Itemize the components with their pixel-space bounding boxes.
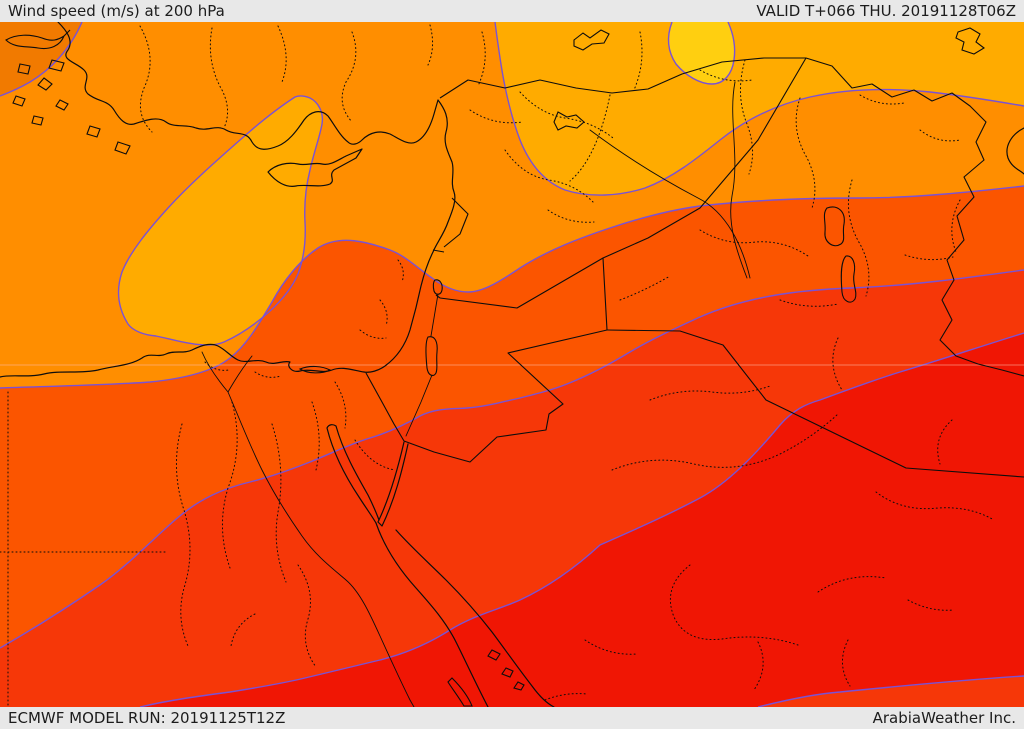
- wind-band-region-6: [140, 333, 1024, 707]
- map-title: Wind speed (m/s) at 200 hPa: [8, 2, 225, 20]
- lake-urmia: [823, 206, 845, 247]
- red-sea-west-coastline: [375, 522, 489, 708]
- saudi-iraq-border: [606, 329, 1024, 478]
- northeast-lake-shape: [955, 27, 985, 55]
- admin-boundaries: [0, 24, 995, 707]
- lake-south-of-urmia: [840, 255, 857, 303]
- contour-band5-south-edge: [757, 675, 1024, 708]
- footer-bar: ECMWF MODEL RUN: 20191125T12Z ArabiaWeat…: [0, 707, 1024, 729]
- marmara-coastline: [5, 29, 71, 50]
- turkey-syria-iran-border: [439, 57, 1024, 377]
- lebanon-israel-borders: [432, 197, 469, 299]
- coastlines: [0, 21, 1024, 708]
- contour-nw-corner: [0, 21, 83, 97]
- admin-boundaries-turkey-iran: [139, 24, 961, 297]
- gulf-of-aqaba-coastline: [377, 441, 409, 527]
- wind-band-region-2-top: [495, 22, 1024, 196]
- lake-nasser: [447, 677, 473, 707]
- credit-label: ArabiaWeather Inc.: [872, 709, 1016, 727]
- water-bodies: [201, 29, 857, 708]
- contour-band1-blob: [667, 21, 736, 85]
- ataturk-reservoir: [573, 29, 610, 51]
- valid-time-label: VALID T+066 THU. 20191128T06Z: [756, 2, 1016, 20]
- aegean-islands: [12, 59, 131, 155]
- country-borders: [365, 57, 1024, 478]
- nile-river: [201, 351, 415, 708]
- model-run-label: ECMWF MODEL RUN: 20191125T12Z: [8, 709, 286, 727]
- red-sea-islands: [487, 649, 525, 691]
- egypt-israel-border: [365, 372, 405, 442]
- contour-band6-edge: [139, 332, 1024, 708]
- syria-iraq-jordan-border: [439, 57, 807, 331]
- mediterranean-coastline: [0, 21, 456, 378]
- dead-sea: [425, 336, 438, 377]
- tigris-river: [730, 81, 748, 279]
- wind-band-region-2-blob: [118, 95, 323, 346]
- contour-band5-edge: [0, 269, 1024, 649]
- euphrates-river: [589, 129, 751, 279]
- wind-band-region-5-south: [758, 676, 1024, 707]
- header-bar: Wind speed (m/s) at 200 hPa VALID T+066 …: [0, 0, 1024, 22]
- admin-boundaries-saudi: [544, 413, 995, 701]
- gulf-of-suez-coastline: [326, 424, 380, 524]
- cyprus-coastline: [267, 148, 363, 187]
- admin-boundaries-levant: [359, 259, 404, 339]
- red-sea-east-coastline: [395, 529, 555, 708]
- lake-assad: [553, 111, 585, 131]
- contour-band2-blob: [117, 95, 324, 346]
- admin-boundaries-egypt: [0, 361, 396, 707]
- jordan-river: [405, 293, 439, 437]
- jordan-saudi-border: [403, 329, 608, 463]
- wind-band-region-1-blob: [668, 22, 735, 84]
- caspian-coastline: [1006, 127, 1024, 175]
- admin-boundaries-syria-iraq: [469, 109, 843, 401]
- lake-bardawil: [298, 365, 332, 374]
